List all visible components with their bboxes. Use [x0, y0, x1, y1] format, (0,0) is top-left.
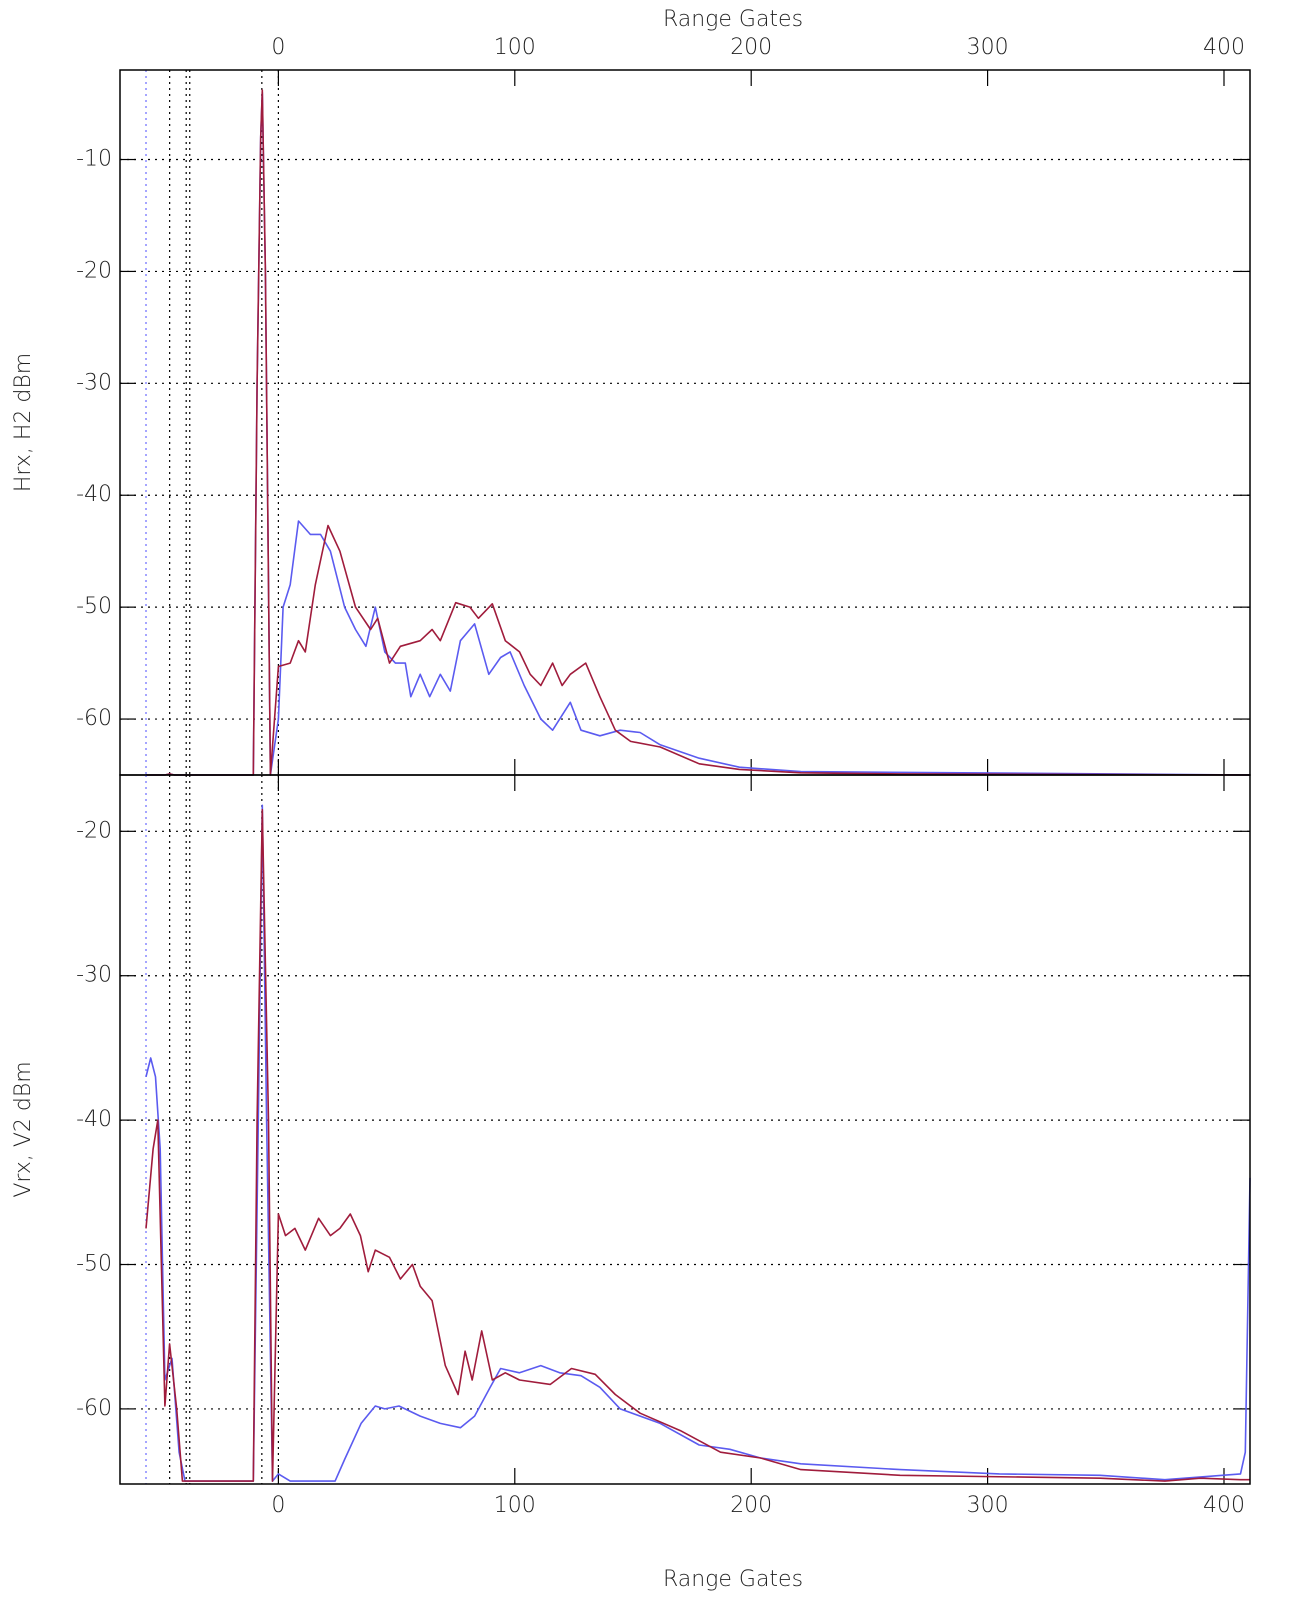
plot-frame: [119, 69, 1251, 776]
y-tick-label: -20: [76, 818, 112, 843]
x-axis-label: Range Gates: [663, 1567, 803, 1592]
y-axis-label: Hrx, H2 dBm: [11, 353, 36, 492]
y-axis-label: Vrx, V2 dBm: [11, 1061, 36, 1197]
x-tick-label: 300: [967, 1493, 1009, 1518]
x-axis-label: Range Gates: [663, 7, 803, 32]
x-tick-label: 100: [494, 35, 536, 60]
y-tick-label: -60: [76, 1396, 112, 1421]
x-tick-label: 400: [1203, 1493, 1245, 1518]
line-series: [146, 91, 1251, 776]
x-tick-label: 200: [730, 1493, 772, 1518]
y-tick-label: -50: [76, 594, 112, 619]
y-tick-label: -40: [76, 1107, 112, 1132]
line-series: [145, 808, 1250, 1482]
y-tick-label: -60: [76, 706, 112, 731]
y-tick-label: -20: [76, 258, 112, 283]
x-tick-label: 200: [730, 35, 772, 60]
y-tick-label: -30: [76, 963, 112, 988]
y-tick-label: -40: [76, 482, 112, 507]
y-tick-label: -30: [76, 370, 112, 395]
x-tick-label: 400: [1203, 35, 1245, 60]
y-tick-label: -50: [76, 1252, 112, 1277]
x-tick-label: 0: [271, 1493, 285, 1518]
plot-frame: [119, 774, 1251, 1485]
line-series: [146, 89, 1251, 776]
line-series: [145, 804, 1251, 1482]
x-tick-label: 300: [967, 35, 1009, 60]
x-tick-label: 0: [271, 35, 285, 60]
x-tick-label: 100: [494, 1493, 536, 1518]
y-tick-label: -10: [76, 147, 112, 172]
